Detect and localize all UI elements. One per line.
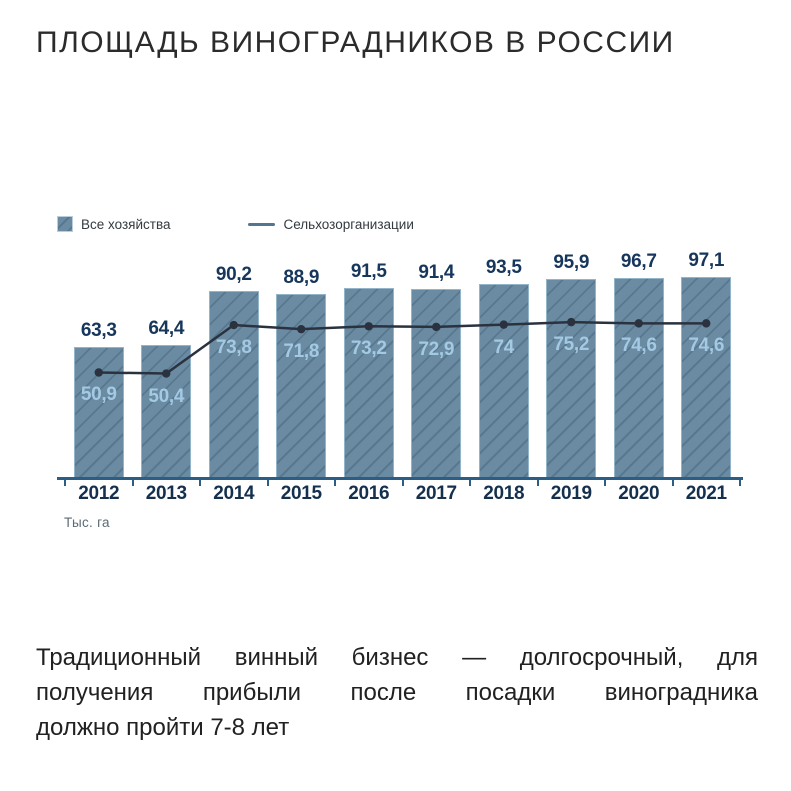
- bar-value-label: 97,1: [688, 249, 725, 271]
- bar-value-label: 91,5: [350, 261, 387, 283]
- bar-2014: [208, 291, 259, 478]
- x-axis-tick: [469, 479, 471, 486]
- x-axis-label-2016: 2016: [348, 483, 390, 504]
- bar-2016: [343, 288, 394, 478]
- line-point-label: 72,9: [418, 338, 455, 360]
- x-axis-label-2017: 2017: [415, 483, 457, 504]
- x-axis-tick: [199, 479, 201, 486]
- bar-value-label: 88,9: [283, 266, 320, 288]
- x-axis-tick: [131, 479, 134, 486]
- bar-2019: [546, 279, 597, 478]
- line-marker: [364, 322, 373, 331]
- page-title: ПЛОЩАДЬ ВИНОГРАДНИКОВ В РОССИИ: [36, 26, 675, 59]
- x-axis-label-2014: 2014: [213, 483, 255, 504]
- x-axis-label-2018: 2018: [483, 483, 525, 504]
- x-axis-labels: 2012 2013 2014 2015 2016 2017 2018 2019 2020 2021: [65, 483, 740, 507]
- x-axis-label-2019: 2019: [550, 483, 592, 504]
- legend-line-label: Сельхозорганизации: [283, 216, 414, 232]
- bar-2013: [141, 344, 192, 478]
- x-axis-tick: [671, 479, 674, 486]
- line-marker: [94, 368, 103, 377]
- line-point-label: 75,2: [553, 334, 590, 356]
- line-marker: [567, 317, 576, 327]
- line-point-label: 73,8: [215, 337, 252, 359]
- legend-bars-label: Все хозяйства: [81, 216, 171, 232]
- x-axis-tick: [401, 479, 404, 486]
- footer-text: Традиционный винный бизнес — долгосрочны…: [36, 640, 758, 745]
- bar-swatch-icon: [57, 216, 73, 232]
- footer-line-1: Традиционный винный бизнес — долгосрочны…: [36, 644, 758, 671]
- bar-value-label: 64,4: [148, 317, 185, 339]
- bar-2020: [613, 277, 664, 478]
- x-axis-tick: [536, 479, 539, 486]
- line-marker: [162, 369, 171, 378]
- x-axis-label-2021: 2021: [685, 483, 727, 504]
- bar-value-label: 90,2: [215, 264, 252, 286]
- line-marker: [432, 322, 441, 332]
- x-axis-tick: [64, 479, 66, 486]
- line-swatch-icon: [248, 222, 276, 226]
- line-marker: [702, 319, 711, 328]
- line-marker: [297, 324, 306, 334]
- bar-2021: [681, 276, 732, 478]
- bar-value-label: 93,5: [485, 257, 522, 279]
- plot-area: 63,3 50,9 64,4 50,4 90,2 73,8 88,9 71,8 91,5 73,2…: [65, 250, 740, 478]
- x-axis-tick: [334, 479, 336, 486]
- line-point-label: 50,9: [80, 384, 117, 406]
- x-axis-label-2020: 2020: [618, 483, 660, 504]
- footer-line-3: должно пройти 7-8 лет: [36, 714, 290, 741]
- trend-line: [94, 317, 711, 378]
- x-axis: [57, 477, 743, 486]
- x-axis-label-2013: 2013: [145, 483, 187, 504]
- x-axis-label-2015: 2015: [280, 483, 322, 504]
- line-point-label: 74,6: [620, 335, 657, 357]
- x-axis-tick: [739, 479, 741, 486]
- bar-value-label: 63,3: [80, 319, 117, 341]
- legend-item-line: Сельхозорганизации: [248, 216, 414, 232]
- line-marker: [634, 319, 643, 328]
- line-point-label: 50,4: [148, 385, 185, 407]
- legend: Все хозяйства Сельхозорганизации: [57, 216, 414, 232]
- bar-value-label: 96,7: [620, 250, 657, 272]
- line-point-label: 73,2: [350, 338, 387, 360]
- legend-item-bars: Все хозяйства: [57, 216, 170, 232]
- bar-value-label: 95,9: [553, 252, 590, 274]
- line-marker: [229, 320, 238, 330]
- x-axis-tick: [266, 479, 269, 486]
- axis-unit-note: Тыс. га: [64, 515, 110, 530]
- x-axis-tick: [604, 479, 606, 486]
- line-point-label: 74: [493, 336, 515, 358]
- x-axis-label-2012: 2012: [78, 483, 120, 504]
- line-marker: [499, 320, 508, 329]
- bar-2018: [478, 284, 529, 478]
- line-point-label: 74,6: [688, 335, 725, 357]
- bar-value-label: 91,4: [418, 261, 455, 283]
- line-point-label: 71,8: [283, 341, 320, 363]
- footer-line-2: получения прибыли после посадки виноград…: [36, 679, 758, 706]
